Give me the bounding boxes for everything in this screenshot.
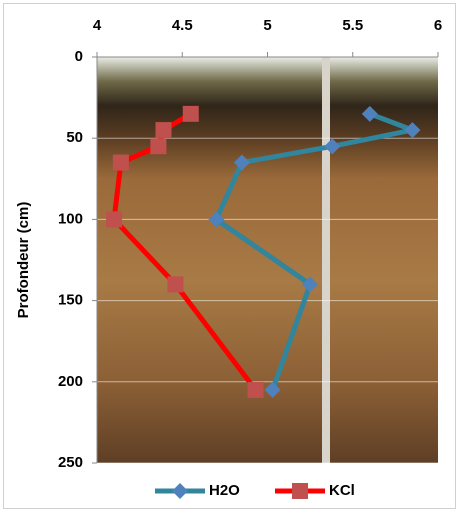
data-point [182,105,199,122]
data-point [361,105,378,122]
data-point [302,276,319,293]
data-point [155,122,172,139]
legend-marker [172,483,188,499]
x-tick-label: 5 [263,17,271,34]
x-tick-label: 5.5 [342,17,363,34]
data-point [404,122,421,139]
data-point [233,154,250,171]
x-tick-label: 6 [434,17,442,34]
data-point [208,211,225,228]
y-tick-label: 150 [58,292,83,309]
legend-marker [292,483,308,499]
measuring-rod [322,57,330,463]
y-tick-label: 50 [66,129,83,146]
y-tick-label: 200 [58,373,83,390]
y-tick-label: 100 [58,210,83,227]
y-tick-label: 0 [75,48,83,65]
data-point [150,138,167,155]
data-point [106,211,123,228]
x-tick-label: 4.5 [172,17,193,34]
x-tick-label: 4 [93,17,102,34]
data-point [324,138,341,155]
y-tick-label: 250 [58,454,83,471]
legend-label: KCl [329,482,355,499]
data-point [112,154,129,171]
data-point [264,381,281,398]
data-point [247,381,264,398]
legend-label: H2O [209,482,240,499]
y-axis-label: Profondeur (cm) [15,202,32,319]
data-point [167,276,184,293]
